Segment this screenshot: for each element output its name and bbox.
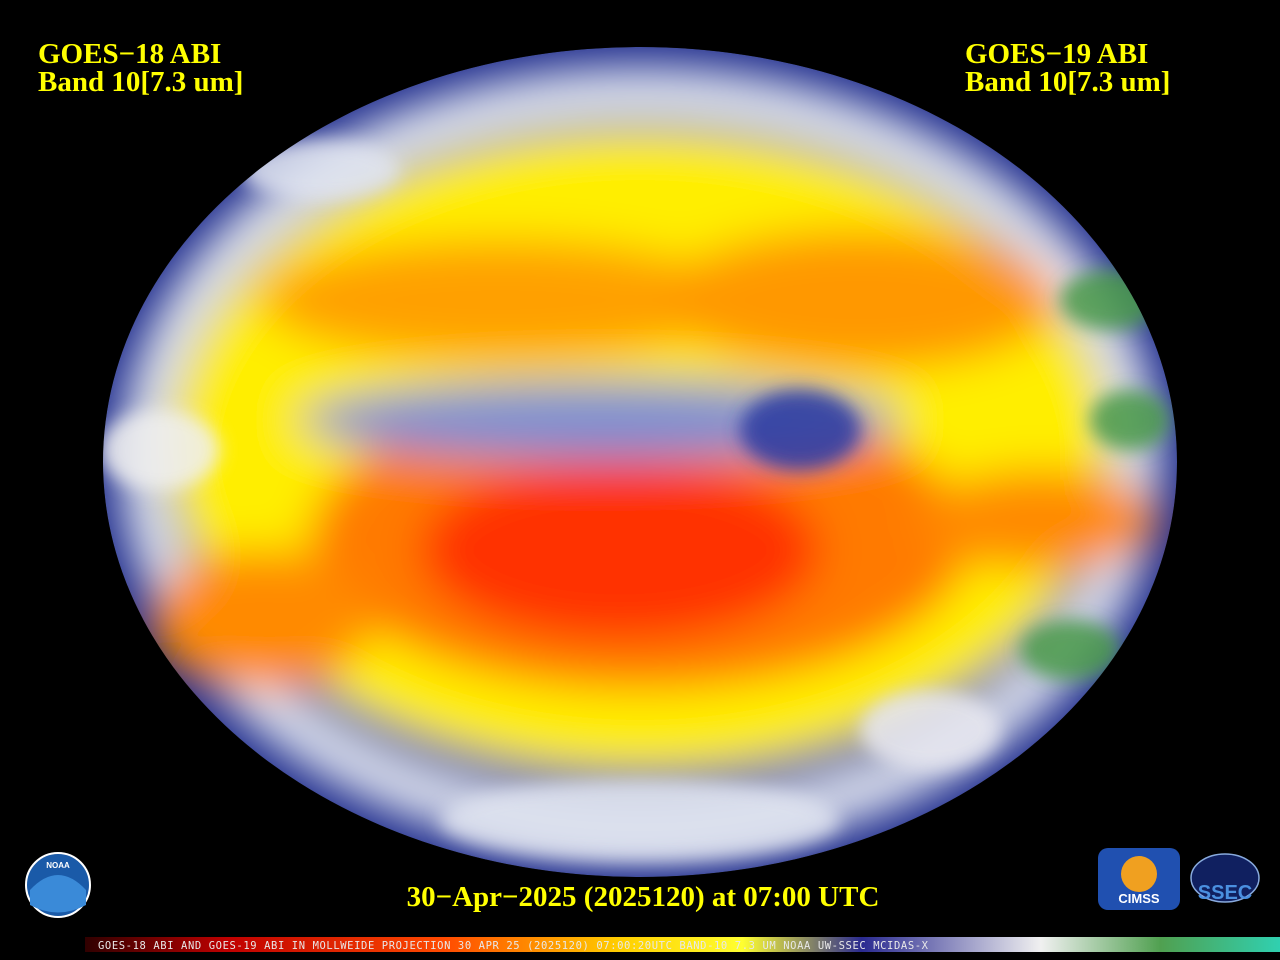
header-left-line2: Band 10[7.3 um]	[38, 66, 243, 98]
header-left-line1: GOES−18 ABI	[38, 38, 221, 70]
cimss-text: CIMSS	[1118, 891, 1160, 906]
cimss-logo: CIMSS	[1098, 848, 1180, 910]
noaa-text: NOAA	[46, 861, 70, 870]
noaa-logo: NOAA	[25, 852, 91, 918]
color-bar	[85, 937, 1280, 952]
globe-image	[103, 47, 1177, 877]
header-right-line2: Band 10[7.3 um]	[965, 66, 1170, 98]
header-right-line1: GOES−19 ABI	[965, 38, 1148, 70]
date-caption: 30−Apr−2025 (2025120) at 07:00 UTC	[407, 881, 880, 913]
ssec-text: SSEC	[1198, 882, 1252, 904]
ssec-logo: SSEC	[1190, 853, 1260, 904]
footer-banner: GOES-18 ABI AND GOES-19 ABI IN MOLLWEIDE…	[98, 940, 929, 952]
